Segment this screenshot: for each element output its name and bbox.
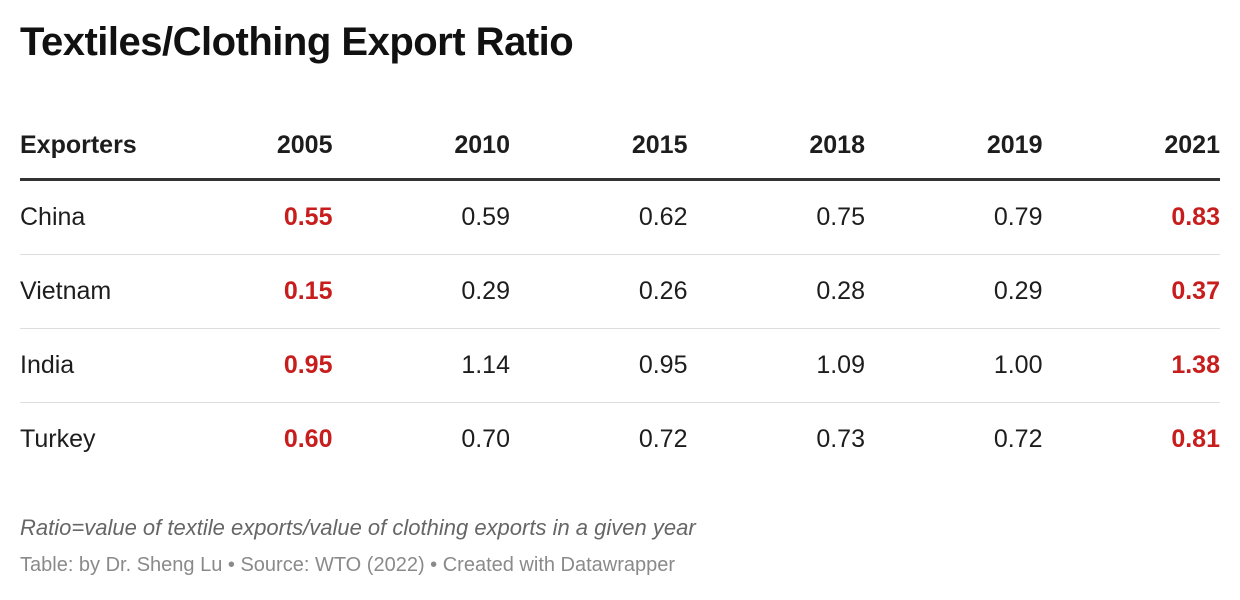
value-cell: 0.70 xyxy=(461,425,510,453)
value-cell: 0.55 xyxy=(155,179,333,255)
value-cell: 0.26 xyxy=(510,254,688,329)
value-cell: 0.62 xyxy=(510,179,688,255)
value-cell: 0.95 xyxy=(510,328,688,403)
value-cell: 0.83 xyxy=(1042,179,1220,255)
exporter-cell: India xyxy=(20,328,155,403)
column-header[interactable]: Exporters xyxy=(20,112,155,181)
exporter-cell: China xyxy=(20,179,155,255)
value-cell: 0.29 xyxy=(332,254,510,329)
column-header[interactable]: 2021 xyxy=(1042,112,1220,181)
column-header[interactable]: 2010 xyxy=(332,112,510,181)
exporter-cell: Turkey xyxy=(20,425,96,453)
value-cell: 0.73 xyxy=(816,425,865,453)
value-cell: 0.29 xyxy=(865,254,1043,329)
header-row: Exporters 2005 2010 2015 2018 2019 2021 xyxy=(20,112,1220,181)
source-footer: Table: by Dr. Sheng Lu • Source: WTO (20… xyxy=(20,554,676,576)
table-row: India 0.95 1.14 0.95 1.09 1.00 1.38 xyxy=(20,328,1220,403)
value-cell: 0.37 xyxy=(1042,254,1220,329)
value-cell: 0.81 xyxy=(1171,425,1220,453)
table-note: Ratio=value of textile exports/value of … xyxy=(20,515,696,540)
page-title: Textiles/Clothing Export Ratio xyxy=(20,20,574,64)
column-header[interactable]: 2019 xyxy=(865,112,1043,181)
table-row: Vietnam 0.15 0.29 0.26 0.28 0.29 0.37 xyxy=(20,254,1220,329)
value-cell: 1.09 xyxy=(687,328,865,403)
column-header[interactable]: 2018 xyxy=(687,112,865,181)
value-cell: 0.95 xyxy=(155,328,333,403)
value-cell: 0.72 xyxy=(638,425,688,453)
value-cell: 0.28 xyxy=(687,254,865,329)
column-header[interactable]: 2015 xyxy=(510,112,688,181)
value-cell: 0.60 xyxy=(283,425,333,453)
value-cell: 0.75 xyxy=(687,179,865,255)
value-cell: 0.59 xyxy=(332,179,510,255)
value-cell: 0.79 xyxy=(865,179,1043,255)
table-row: Turkey 0.60 0.70 0.72 0.73 0.72 0.81 xyxy=(20,403,1220,477)
value-cell: 1.00 xyxy=(865,328,1043,403)
value-cell: 1.38 xyxy=(1042,328,1220,403)
value-cell: 0.15 xyxy=(155,254,333,329)
column-header[interactable]: 2005 xyxy=(155,112,333,181)
value-cell: 0.72 xyxy=(993,425,1043,453)
table-row: China 0.55 0.59 0.62 0.75 0.79 0.83 xyxy=(20,179,1220,255)
exporter-cell: Vietnam xyxy=(20,254,155,329)
value-cell: 1.14 xyxy=(332,328,510,403)
data-table: Exporters 2005 2010 2015 2018 2019 2021 … xyxy=(20,112,1220,476)
